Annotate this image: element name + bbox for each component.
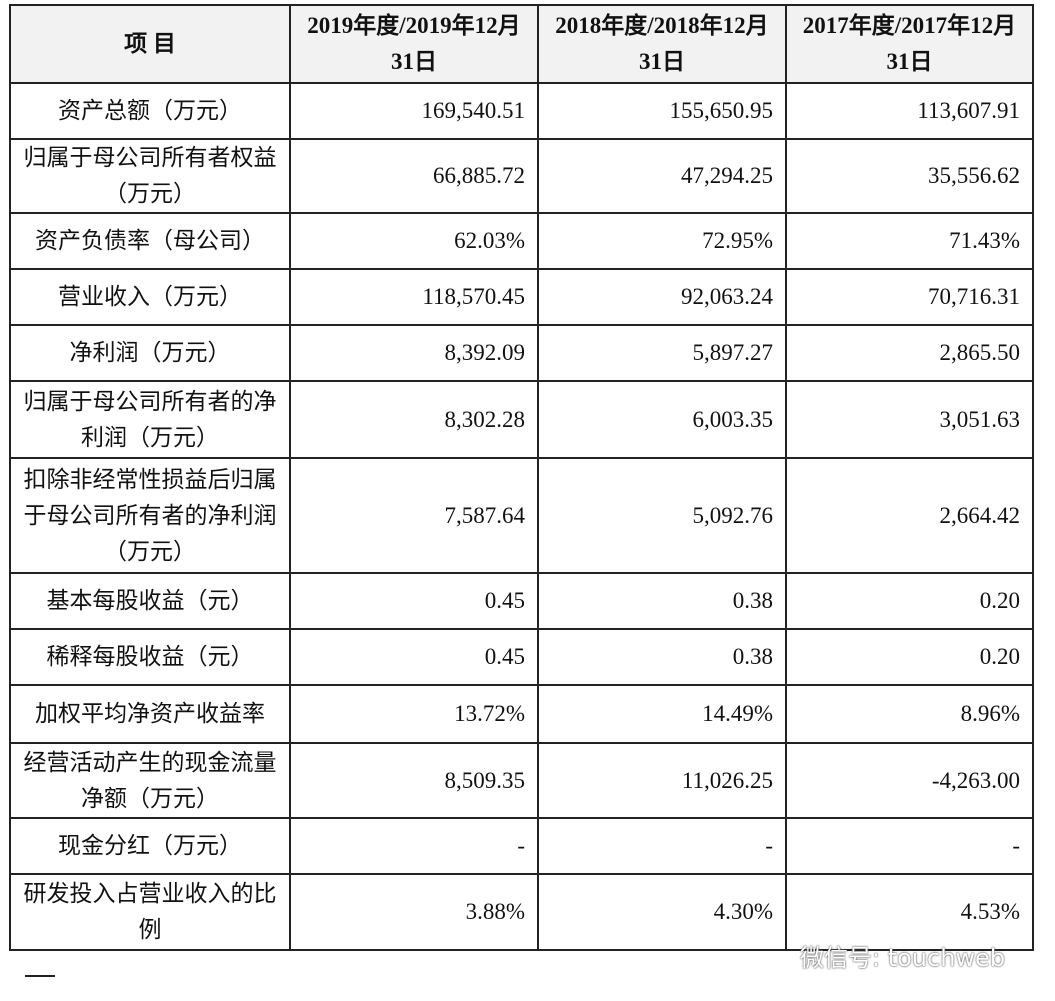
item-cell: 加权平均净资产收益率 xyxy=(9,684,291,744)
value-cell: 14.49% xyxy=(537,684,787,744)
table-row: 现金分红（万元） - - - xyxy=(9,817,1034,875)
value-cell: 3,051.63 xyxy=(785,380,1034,459)
value-cell: 8,509.35 xyxy=(289,742,539,819)
header-cell: 2017年度/2017年12月31日 xyxy=(785,4,1034,84)
table-row: 研发投入占营业收入的比例 3.88% 4.30% 4.53% xyxy=(9,873,1034,951)
value-cell: 118,570.45 xyxy=(289,268,539,326)
header-cell: 2019年度/2019年12月31日 xyxy=(289,4,539,84)
value-cell: 0.38 xyxy=(537,628,787,686)
value-cell: -4,263.00 xyxy=(785,742,1034,819)
financial-table: 项 目 2019年度/2019年12月31日 2018年度/2018年12月31日 2… xyxy=(9,4,1034,951)
table-row: 资产总额（万元） 169,540.51 155,650.95 113,607.91 xyxy=(9,82,1034,140)
value-cell: 6,003.35 xyxy=(537,380,787,459)
value-cell: 8,392.09 xyxy=(289,324,539,382)
footnote-rule xyxy=(25,975,55,977)
value-cell: 66,885.72 xyxy=(289,138,539,214)
value-cell: - xyxy=(785,817,1034,875)
header-row: 项 目 2019年度/2019年12月31日 2018年度/2018年12月31日 2… xyxy=(9,4,1034,84)
item-cell: 资产负债率（母公司） xyxy=(9,212,291,270)
table-row: 经营活动产生的现金流量净额（万元） 8,509.35 11,026.25 -4,263… xyxy=(9,742,1034,819)
item-cell: 归属于母公司所有者权益（万元） xyxy=(9,138,291,214)
table-row: 扣除非经常性损益后归属于母公司所有者的净利润（万元） 7,587.64 5,092.… xyxy=(9,457,1034,574)
item-cell: 现金分红（万元） xyxy=(9,817,291,875)
item-cell: 营业收入（万元） xyxy=(9,268,291,326)
value-cell: 8.96% xyxy=(785,684,1034,744)
item-cell: 稀释每股收益（元） xyxy=(9,628,291,686)
item-cell: 归属于母公司所有者的净利润（万元） xyxy=(9,380,291,459)
value-cell: 8,302.28 xyxy=(289,380,539,459)
watermark: 微信号: touchweb xyxy=(800,944,1006,972)
value-cell: 113,607.91 xyxy=(785,82,1034,140)
item-cell: 基本每股收益（元） xyxy=(9,572,291,630)
value-cell: 5,897.27 xyxy=(537,324,787,382)
value-cell: - xyxy=(537,817,787,875)
value-cell: 4.53% xyxy=(785,873,1034,951)
value-cell: 71.43% xyxy=(785,212,1034,270)
value-cell: 0.20 xyxy=(785,572,1034,630)
table-row: 净利润（万元） 8,392.09 5,897.27 2,865.50 xyxy=(9,324,1034,382)
table-row: 加权平均净资产收益率 13.72% 14.49% 8.96% xyxy=(9,684,1034,744)
value-cell: 155,650.95 xyxy=(537,82,787,140)
value-cell: 13.72% xyxy=(289,684,539,744)
table-row: 稀释每股收益（元） 0.45 0.38 0.20 xyxy=(9,628,1034,686)
table-row: 归属于母公司所有者的净利润（万元） 8,302.28 6,003.35 3,051.6… xyxy=(9,380,1034,459)
value-cell: 0.20 xyxy=(785,628,1034,686)
item-cell: 经营活动产生的现金流量净额（万元） xyxy=(9,742,291,819)
item-cell: 净利润（万元） xyxy=(9,324,291,382)
table-row: 基本每股收益（元） 0.45 0.38 0.20 xyxy=(9,572,1034,630)
table-row: 资产负债率（母公司） 62.03% 72.95% 71.43% xyxy=(9,212,1034,270)
table-row: 归属于母公司所有者权益（万元） 66,885.72 47,294.25 35,556.… xyxy=(9,138,1034,214)
value-cell: 11,026.25 xyxy=(537,742,787,819)
value-cell: 0.38 xyxy=(537,572,787,630)
header-cell: 2018年度/2018年12月31日 xyxy=(537,4,787,84)
value-cell: 0.45 xyxy=(289,628,539,686)
value-cell: 35,556.62 xyxy=(785,138,1034,214)
value-cell: 7,587.64 xyxy=(289,457,539,574)
value-cell: 5,092.76 xyxy=(537,457,787,574)
value-cell: 4.30% xyxy=(537,873,787,951)
table-row: 营业收入（万元） 118,570.45 92,063.24 70,716.31 xyxy=(9,268,1034,326)
value-cell: 2,865.50 xyxy=(785,324,1034,382)
item-cell: 扣除非经常性损益后归属于母公司所有者的净利润（万元） xyxy=(9,457,291,574)
value-cell: 47,294.25 xyxy=(537,138,787,214)
value-cell: - xyxy=(289,817,539,875)
header-cell: 项 目 xyxy=(9,4,291,84)
item-cell: 资产总额（万元） xyxy=(9,82,291,140)
value-cell: 70,716.31 xyxy=(785,268,1034,326)
value-cell: 2,664.42 xyxy=(785,457,1034,574)
value-cell: 62.03% xyxy=(289,212,539,270)
value-cell: 0.45 xyxy=(289,572,539,630)
item-cell: 研发投入占营业收入的比例 xyxy=(9,873,291,951)
value-cell: 3.88% xyxy=(289,873,539,951)
value-cell: 169,540.51 xyxy=(289,82,539,140)
value-cell: 92,063.24 xyxy=(537,268,787,326)
value-cell: 72.95% xyxy=(537,212,787,270)
